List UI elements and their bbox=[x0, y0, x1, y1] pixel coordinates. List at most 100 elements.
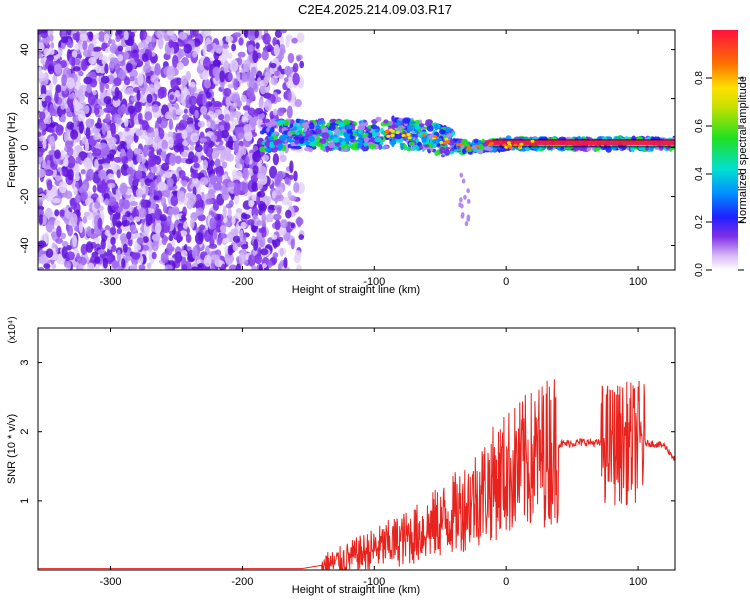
noise-blob bbox=[109, 62, 115, 69]
signal-blob bbox=[424, 122, 432, 127]
noise-blob bbox=[88, 31, 94, 42]
signal-blob bbox=[414, 123, 420, 130]
noise-blob bbox=[38, 73, 46, 79]
noise-blob bbox=[235, 170, 243, 180]
noise-blob bbox=[140, 30, 148, 40]
noise-blob bbox=[78, 221, 84, 234]
noise-blob bbox=[150, 74, 159, 84]
noise-blob bbox=[228, 136, 234, 149]
signal-blob bbox=[268, 136, 275, 141]
signal-blob bbox=[374, 128, 380, 133]
noise-blob bbox=[253, 82, 259, 93]
noise-blob bbox=[244, 155, 250, 166]
noise-blob bbox=[70, 213, 78, 226]
noise-blob bbox=[235, 263, 242, 270]
signal-blob bbox=[289, 130, 297, 135]
noise-blob bbox=[183, 87, 188, 98]
noise-blob bbox=[176, 230, 182, 242]
colorbar-tick-label: 0.0 bbox=[694, 263, 705, 277]
noise-blob bbox=[187, 193, 197, 205]
noise-blob bbox=[275, 193, 284, 202]
noise-blob bbox=[233, 140, 239, 154]
noise-blob bbox=[251, 194, 258, 202]
noise-blob bbox=[166, 215, 172, 227]
streak-blob bbox=[458, 202, 462, 208]
noise-blob bbox=[187, 151, 195, 164]
noise-blob bbox=[136, 129, 143, 137]
noise-blob bbox=[183, 108, 188, 114]
noise-blob bbox=[144, 137, 154, 146]
signal-blob bbox=[307, 135, 315, 143]
signal-blob bbox=[473, 139, 478, 144]
signal-blob bbox=[328, 124, 336, 131]
noise-blob bbox=[116, 169, 121, 179]
noise-blob bbox=[138, 42, 145, 49]
noise-blob bbox=[227, 246, 233, 256]
noise-blob bbox=[214, 69, 220, 82]
noise-blob bbox=[116, 30, 123, 35]
noise-blob bbox=[232, 235, 241, 243]
noise-blob bbox=[151, 241, 159, 252]
noise-blob bbox=[92, 148, 102, 157]
noise-blob bbox=[238, 181, 247, 192]
noise-blob bbox=[228, 199, 234, 208]
noise-blob bbox=[72, 32, 79, 41]
signal-blob bbox=[453, 149, 458, 153]
x-tick-label: 100 bbox=[629, 576, 647, 588]
noise-blob bbox=[54, 90, 59, 104]
y-tick-label: 2 bbox=[19, 429, 31, 435]
noise-blob bbox=[237, 132, 245, 140]
noise-blob bbox=[192, 50, 198, 58]
noise-blob bbox=[113, 77, 122, 87]
noise-blob bbox=[60, 36, 69, 44]
noise-blob bbox=[80, 191, 88, 199]
noise-blob bbox=[181, 180, 188, 187]
noise-blob bbox=[224, 121, 231, 131]
noise-blob bbox=[153, 195, 160, 201]
noise-blob bbox=[174, 251, 183, 263]
noise-blob bbox=[101, 122, 106, 135]
noise-blob bbox=[75, 156, 82, 164]
noise-blob bbox=[271, 234, 278, 240]
noise-blob bbox=[202, 70, 209, 81]
signal-blob bbox=[357, 129, 363, 134]
noise-blob bbox=[169, 154, 177, 167]
noise-blob bbox=[176, 62, 185, 70]
noise-blob bbox=[52, 197, 61, 204]
noise-blob bbox=[122, 243, 128, 253]
noise-blob bbox=[180, 151, 188, 158]
noise-blob bbox=[195, 193, 202, 205]
noise-blob bbox=[283, 257, 288, 269]
noise-blob bbox=[103, 33, 110, 43]
signal-blob bbox=[342, 119, 351, 126]
noise-blob bbox=[214, 158, 221, 168]
noise-blob bbox=[251, 265, 257, 270]
noise-blob bbox=[253, 238, 259, 251]
noise-blob bbox=[226, 52, 233, 59]
noise-blob bbox=[96, 185, 104, 193]
noise-blob bbox=[119, 140, 126, 146]
noise-blob bbox=[254, 253, 263, 265]
noise-blob bbox=[291, 37, 298, 44]
signal-blob bbox=[298, 137, 305, 145]
noise-blob bbox=[141, 120, 150, 131]
noise-blob bbox=[148, 84, 155, 96]
noise-blob bbox=[272, 108, 278, 116]
noise-blob bbox=[72, 234, 78, 248]
y-tick-label: 3 bbox=[19, 360, 31, 366]
noise-blob bbox=[292, 72, 300, 86]
noise-blob bbox=[252, 165, 259, 175]
noise-blob bbox=[99, 80, 105, 93]
noise-blob bbox=[260, 248, 269, 256]
noise-blob bbox=[114, 63, 121, 74]
signal-blob bbox=[316, 142, 323, 147]
noise-blob bbox=[237, 51, 246, 58]
noise-blob bbox=[126, 166, 134, 175]
signal-blob bbox=[294, 139, 301, 145]
signal-blob bbox=[408, 121, 416, 125]
noise-blob bbox=[124, 117, 129, 128]
signal-blob bbox=[439, 146, 446, 154]
noise-blob bbox=[166, 30, 175, 36]
noise-blob bbox=[272, 153, 280, 166]
snr-background bbox=[38, 328, 675, 570]
